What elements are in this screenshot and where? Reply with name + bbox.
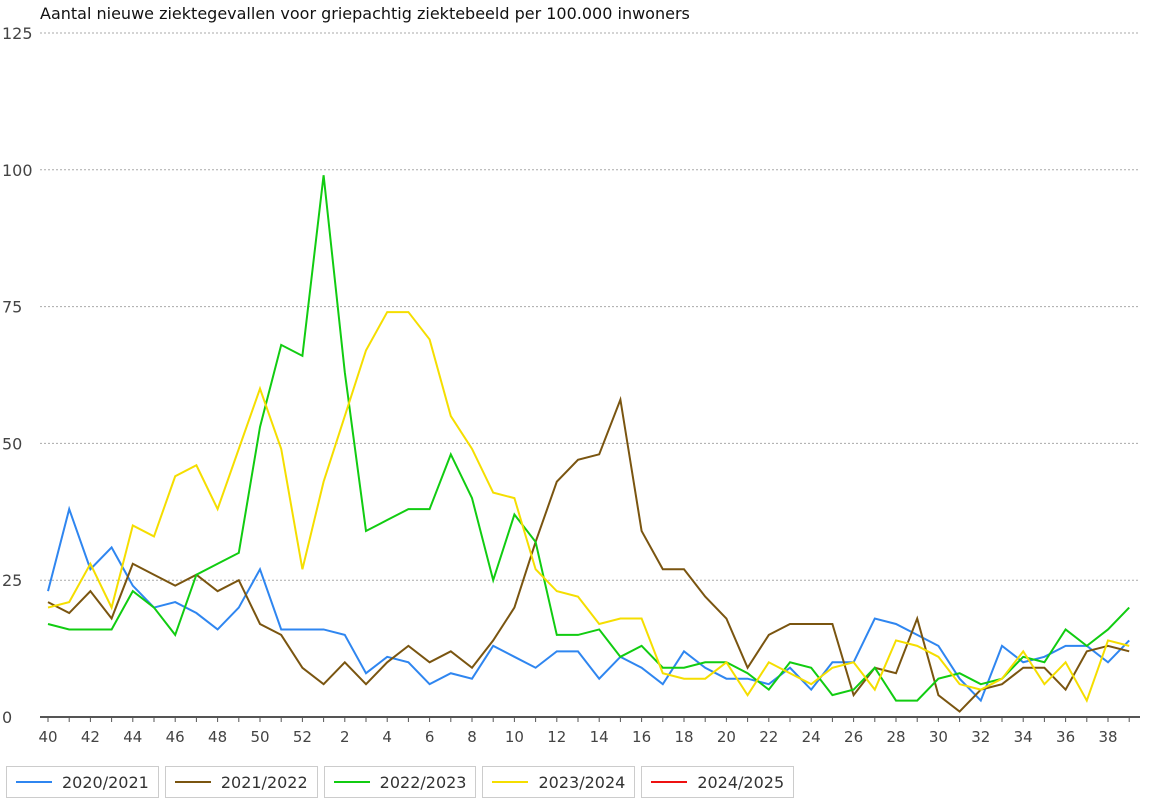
x-tick-label: 42 bbox=[81, 728, 100, 746]
series-line-2021-2022 bbox=[47, 395, 1130, 713]
legend-swatch bbox=[333, 781, 370, 783]
y-tick-label: 100 bbox=[2, 161, 33, 180]
y-tick-label: 25 bbox=[2, 571, 22, 590]
legend-swatch bbox=[174, 781, 211, 783]
x-tick-label: 34 bbox=[1014, 728, 1033, 746]
x-tick-label: 16 bbox=[632, 728, 651, 746]
y-tick-label: 50 bbox=[2, 434, 22, 453]
legend-item-2021-2022[interactable]: 2021/2022 bbox=[164, 766, 318, 798]
x-tick-label: 40 bbox=[38, 728, 57, 746]
x-tick-label: 52 bbox=[293, 728, 312, 746]
y-tick-label: 125 bbox=[2, 24, 33, 43]
legend: 2020/2021 2021/2022 2022/2023 2023/2024 2024… bbox=[6, 766, 795, 798]
legend-label: 2020/2021 bbox=[62, 772, 149, 792]
legend-swatch bbox=[651, 781, 688, 783]
x-tick-label: 8 bbox=[467, 728, 477, 746]
x-tick-label: 6 bbox=[425, 728, 435, 746]
x-tick-label: 36 bbox=[1056, 728, 1075, 746]
y-tick-label: 0 bbox=[2, 708, 12, 727]
x-tick-label: 22 bbox=[759, 728, 778, 746]
x-tick-label: 4 bbox=[382, 728, 392, 746]
x-tick-label: 32 bbox=[971, 728, 990, 746]
y-tick-label: 75 bbox=[2, 298, 22, 317]
x-tick-label: 2 bbox=[340, 728, 350, 746]
legend-item-2020-2021[interactable]: 2020/2021 bbox=[6, 766, 159, 798]
legend-swatch bbox=[492, 781, 529, 783]
x-tick-label: 20 bbox=[717, 728, 736, 746]
legend-item-2023-2024[interactable]: 2023/2024 bbox=[482, 766, 636, 798]
chart-title: Aantal nieuwe ziektegevallen voor griepa… bbox=[40, 4, 690, 23]
x-tick-label: 38 bbox=[1098, 728, 1117, 746]
series-line-2020-2021 bbox=[47, 505, 1130, 703]
legend-item-2024-2025[interactable]: 2024/2025 bbox=[641, 766, 795, 798]
x-tick-label: 14 bbox=[590, 728, 609, 746]
legend-label: 2022/2023 bbox=[379, 772, 467, 792]
x-tick-label: 50 bbox=[250, 728, 269, 746]
legend-label: 2023/2024 bbox=[538, 772, 626, 792]
x-tick-label: 30 bbox=[929, 728, 948, 746]
x-tick-label: 46 bbox=[166, 728, 185, 746]
legend-item-2022-2023[interactable]: 2022/2023 bbox=[323, 766, 477, 798]
legend-label: 2021/2022 bbox=[220, 772, 308, 792]
legend-label: 2024/2025 bbox=[697, 772, 785, 792]
x-tick-label: 10 bbox=[505, 728, 524, 746]
x-tick-label: 48 bbox=[208, 728, 227, 746]
series-line-2022-2023 bbox=[47, 175, 1130, 702]
x-tick-label: 18 bbox=[674, 728, 693, 746]
x-tick-label: 44 bbox=[123, 728, 142, 746]
series-line-2023-2024 bbox=[47, 311, 1130, 704]
x-tick-label: 28 bbox=[886, 728, 905, 746]
x-tick-label: 12 bbox=[547, 728, 566, 746]
x-tick-label: 24 bbox=[802, 728, 821, 746]
legend-swatch bbox=[16, 781, 52, 783]
x-tick-label: 26 bbox=[844, 728, 863, 746]
